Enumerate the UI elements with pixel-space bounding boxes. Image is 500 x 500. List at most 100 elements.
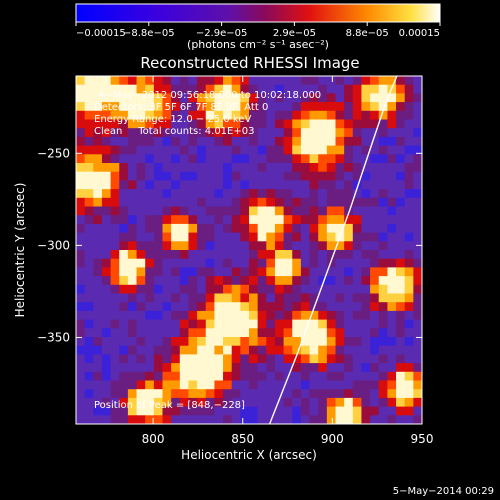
heatmap-pixel [387,310,397,320]
heatmap-pixel [93,302,103,312]
heatmap-pixel [274,267,284,277]
heatmap-pixel [223,189,233,199]
heatmap-pixel [145,102,155,112]
heatmap-pixel [292,293,302,303]
heatmap-pixel [361,189,371,199]
heatmap-pixel [145,354,155,364]
heatmap-pixel [249,232,259,242]
heatmap-pixel [127,163,137,173]
heatmap-pixel [404,154,414,164]
heatmap-pixel [361,136,371,146]
heatmap-pixel [127,223,137,233]
heatmap-pixel [309,102,319,112]
heatmap-pixel [370,337,380,347]
heatmap-pixel [326,415,336,424]
heatmap-pixel [110,154,120,164]
heatmap-pixel [84,93,94,103]
heatmap-pixel [145,371,155,381]
heatmap-pixel [309,284,319,294]
heatmap-pixel [378,110,388,120]
heatmap-pixel [110,206,120,216]
heatmap-pixel [326,206,336,216]
heatmap-pixel [162,215,172,225]
heatmap-pixel [292,76,302,86]
heatmap-pixel [266,163,276,173]
heatmap-pixel [240,276,250,286]
heatmap-pixel [145,397,155,407]
axis-ticks: 800 850 900 950−250−300−350 [37,76,433,446]
chart-title: Reconstructed RHESSI Image [140,54,359,72]
heatmap-pixel [188,337,198,347]
heatmap-pixel [179,110,189,120]
heatmap-pixel [214,345,224,355]
heatmap-pixel [223,206,233,216]
heatmap-pixel [413,163,422,173]
heatmap-pixel [309,319,319,329]
heatmap-pixel [93,197,103,207]
heatmap-pixel [326,276,336,286]
heatmap-pixel [300,406,310,416]
heatmap-pixel [84,267,94,277]
heatmap-pixel [240,110,250,120]
heatmap-pixel [145,93,155,103]
heatmap-pixel [119,171,129,181]
heatmap-pixel [145,415,155,424]
heatmap-pixel [326,302,336,312]
colorbar-tick-label: 2.9e−05 [273,28,316,39]
heatmap-pixel [136,128,146,138]
heatmap-pixel [162,284,172,294]
heatmap-pixel [231,223,241,233]
heatmap-pixel [231,93,241,103]
heatmap-pixel [197,267,207,277]
heatmap-pixel [84,223,94,233]
heatmap-pixel [153,389,163,399]
heatmap-pixel [240,389,250,399]
heatmap-pixel [266,215,276,225]
heatmap-pixel [188,319,198,329]
heatmap-pixel [378,163,388,173]
heatmap-pixel [370,354,380,364]
heatmap-pixel [300,119,310,129]
heatmap-pixel [370,110,380,120]
heatmap-pixel [396,258,406,268]
heatmap-pixel [300,128,310,138]
heatmap-pixel [101,328,111,338]
heatmap-pixel [76,415,86,424]
heatmap-pixel [76,180,86,190]
heatmap-pixel [344,258,354,268]
heatmap-pixel [283,232,293,242]
heatmap-pixel [309,93,319,103]
heatmap-pixel [326,319,336,329]
heatmap-pixel [127,267,137,277]
heatmap-pixel [283,319,293,329]
heatmap-pixel [119,319,129,329]
heatmap-pixel [231,128,241,138]
heatmap-pixel [231,328,241,338]
heatmap-pixel [396,154,406,164]
heatmap-pixel [378,389,388,399]
heatmap-pixel [240,354,250,364]
heatmap-pixel [292,215,302,225]
heatmap-pixel [197,84,207,94]
heatmap-pixel [352,415,362,424]
heatmap-pixel [283,84,293,94]
heatmap-pixel [101,389,111,399]
heatmap-pixel [231,319,241,329]
heatmap-pixel [352,136,362,146]
heatmap-pixel [136,345,146,355]
heatmap-pixel [266,241,276,251]
heatmap-pixel [249,154,259,164]
heatmap-pixel [110,93,120,103]
heatmap-pixel [171,345,181,355]
heatmap-pixel [396,319,406,329]
heatmap-pixel [309,145,319,155]
heatmap-pixel [179,337,189,347]
heatmap-pixel [309,267,319,277]
heatmap-pixel [370,276,380,286]
x-tick-label: 950 [411,432,434,446]
heatmap-pixel [404,223,414,233]
heatmap-pixel [283,328,293,338]
heatmap-pixel [257,310,267,320]
heatmap-pixel [404,241,414,251]
heatmap-pixel [352,389,362,399]
